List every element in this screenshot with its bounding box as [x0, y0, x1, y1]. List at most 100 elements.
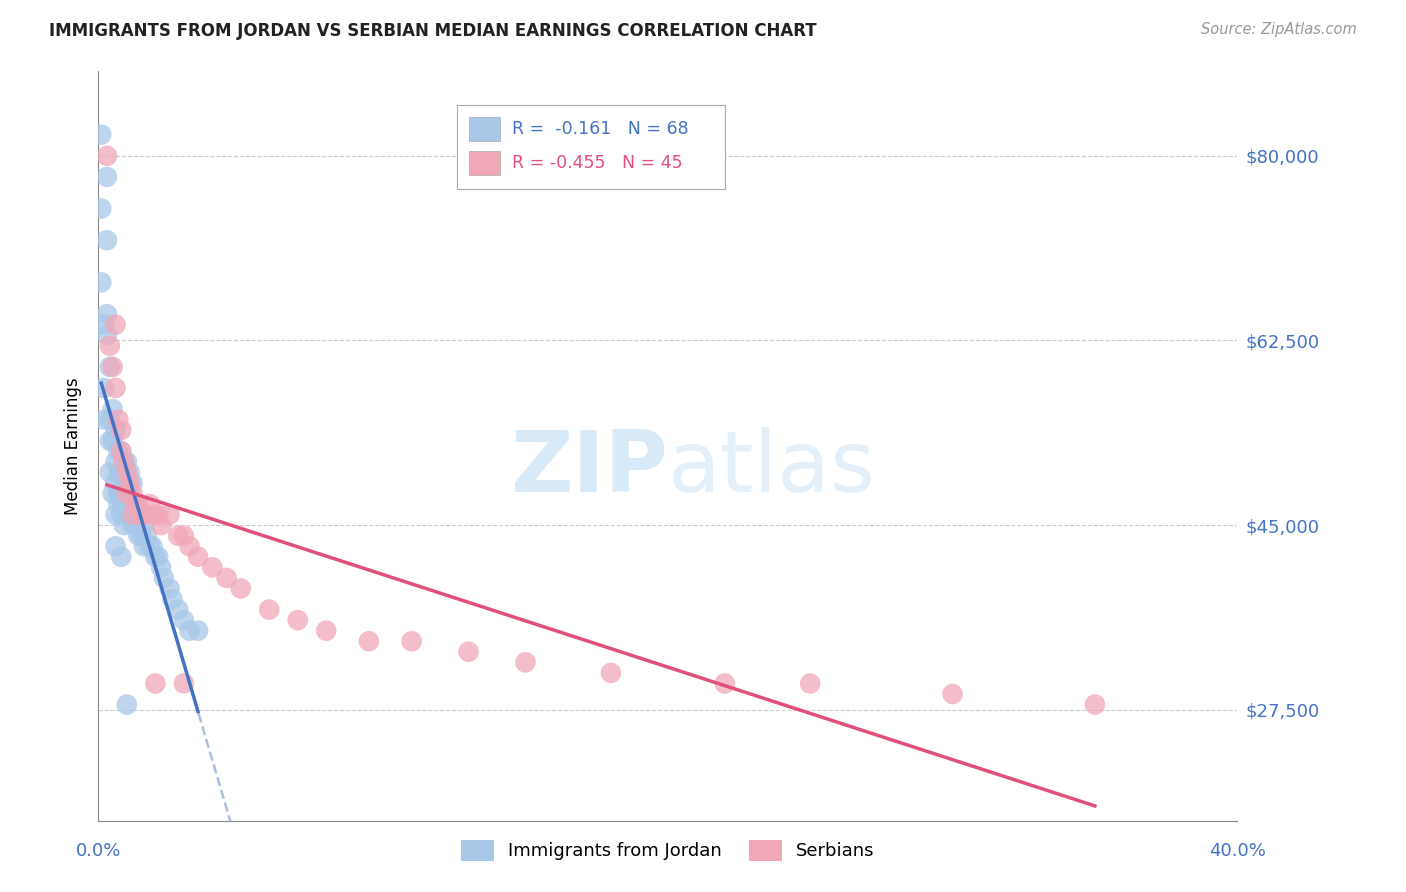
- Point: [104, 423, 127, 437]
- Point: [115, 466, 138, 480]
- Point: [124, 497, 146, 511]
- Point: [179, 624, 201, 638]
- Point: [159, 582, 181, 596]
- Point: [112, 455, 135, 469]
- Point: [121, 518, 143, 533]
- Point: [229, 582, 252, 596]
- Point: [104, 318, 127, 332]
- Bar: [468, 117, 501, 141]
- Point: [115, 698, 138, 712]
- Point: [121, 508, 143, 522]
- Point: [93, 412, 115, 426]
- Point: [93, 381, 115, 395]
- Point: [799, 676, 821, 690]
- Text: ZIP: ZIP: [510, 427, 668, 510]
- Point: [112, 497, 135, 511]
- Point: [107, 466, 129, 480]
- Legend: Immigrants from Jordan, Serbians: Immigrants from Jordan, Serbians: [454, 832, 882, 868]
- Point: [259, 602, 281, 616]
- Point: [145, 508, 167, 522]
- Point: [141, 539, 163, 553]
- Point: [129, 508, 152, 522]
- Point: [107, 486, 129, 500]
- Text: atlas: atlas: [668, 427, 876, 510]
- Point: [215, 571, 238, 585]
- Point: [112, 518, 135, 533]
- Text: R = -0.455   N = 45: R = -0.455 N = 45: [512, 153, 682, 172]
- Point: [129, 529, 152, 543]
- Point: [145, 676, 167, 690]
- Point: [104, 508, 127, 522]
- Point: [173, 613, 195, 627]
- Point: [104, 381, 127, 395]
- Point: [98, 359, 121, 374]
- Point: [145, 549, 167, 564]
- Point: [173, 529, 195, 543]
- Point: [515, 656, 537, 670]
- Point: [112, 475, 135, 490]
- Point: [96, 307, 118, 321]
- Point: [96, 328, 118, 343]
- Point: [115, 455, 138, 469]
- FancyBboxPatch shape: [457, 105, 725, 189]
- Point: [315, 624, 337, 638]
- Text: Source: ZipAtlas.com: Source: ZipAtlas.com: [1201, 22, 1357, 37]
- Point: [101, 434, 124, 448]
- Point: [90, 202, 112, 216]
- Point: [167, 529, 190, 543]
- Point: [104, 539, 127, 553]
- Point: [150, 560, 173, 574]
- Point: [173, 676, 195, 690]
- Point: [101, 486, 124, 500]
- Point: [132, 518, 155, 533]
- Bar: [468, 151, 501, 175]
- Text: R =  -0.161   N = 68: R = -0.161 N = 68: [512, 120, 689, 138]
- Point: [107, 444, 129, 458]
- Point: [104, 455, 127, 469]
- Point: [101, 359, 124, 374]
- Point: [98, 434, 121, 448]
- Point: [93, 318, 115, 332]
- Point: [124, 518, 146, 533]
- Point: [96, 149, 118, 163]
- Point: [101, 402, 124, 417]
- Point: [187, 549, 209, 564]
- Point: [110, 444, 132, 458]
- Point: [118, 508, 141, 522]
- Text: 40.0%: 40.0%: [1209, 842, 1265, 860]
- Point: [124, 497, 146, 511]
- Point: [357, 634, 380, 648]
- Point: [162, 592, 184, 607]
- Point: [121, 475, 143, 490]
- Point: [187, 624, 209, 638]
- Point: [150, 518, 173, 533]
- Point: [90, 276, 112, 290]
- Point: [98, 466, 121, 480]
- Point: [135, 529, 157, 543]
- Point: [110, 444, 132, 458]
- Point: [115, 466, 138, 480]
- Point: [115, 508, 138, 522]
- Point: [115, 486, 138, 500]
- Point: [135, 508, 157, 522]
- Point: [127, 508, 149, 522]
- Point: [118, 475, 141, 490]
- Point: [132, 539, 155, 553]
- Point: [118, 466, 141, 480]
- Point: [96, 169, 118, 184]
- Point: [201, 560, 224, 574]
- Point: [96, 233, 118, 247]
- Point: [714, 676, 737, 690]
- Point: [401, 634, 423, 648]
- Point: [110, 486, 132, 500]
- Point: [127, 497, 149, 511]
- Point: [129, 508, 152, 522]
- Point: [138, 497, 160, 511]
- Point: [121, 497, 143, 511]
- Point: [107, 412, 129, 426]
- Point: [457, 645, 479, 659]
- Point: [107, 497, 129, 511]
- Point: [132, 508, 155, 522]
- Point: [127, 529, 149, 543]
- Point: [148, 508, 170, 522]
